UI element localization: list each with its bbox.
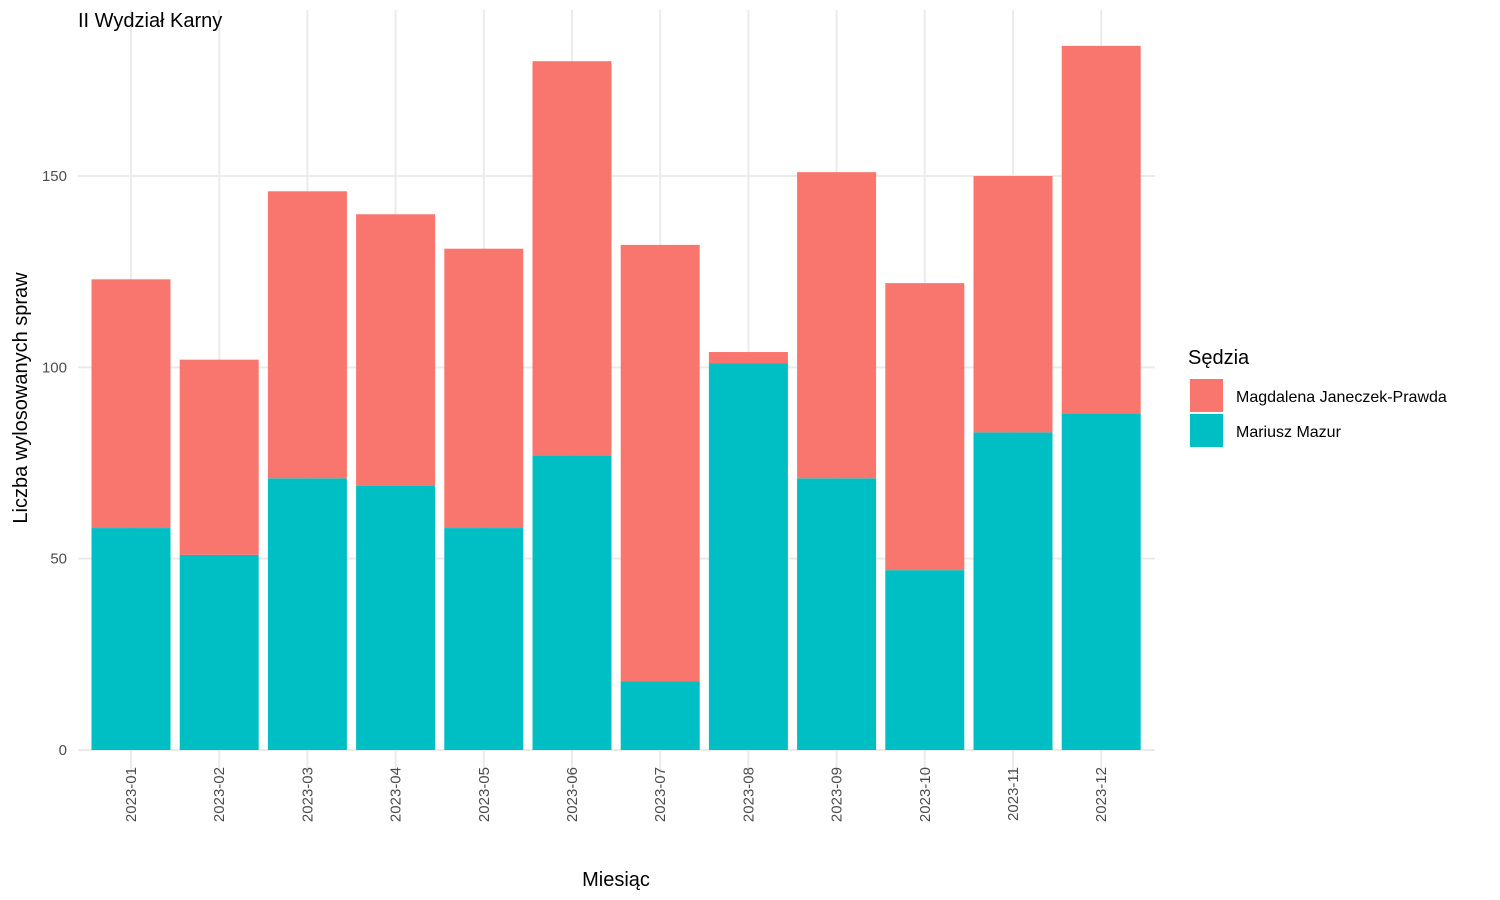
bar-segment-magdalena-janeczek-prawda bbox=[179, 359, 259, 555]
x-tick-label: 2023-05 bbox=[476, 767, 493, 822]
bar-segment-mariusz-mazur bbox=[620, 681, 700, 750]
legend-swatch bbox=[1190, 379, 1223, 412]
x-tick-label: 2023-06 bbox=[564, 767, 581, 822]
bar-segment-mariusz-mazur bbox=[708, 363, 788, 750]
x-tick-label: 2023-02 bbox=[211, 767, 228, 822]
legend-swatch bbox=[1190, 414, 1223, 447]
bar-segment-mariusz-mazur bbox=[973, 432, 1053, 750]
x-tick-label: 2023-09 bbox=[829, 767, 846, 822]
legend-label: Magdalena Janeczek-Prawda bbox=[1236, 389, 1447, 406]
bar-segment-mariusz-mazur bbox=[797, 478, 877, 750]
bar-segment-mariusz-mazur bbox=[1061, 413, 1141, 750]
y-axis-title: Liczba wylosowanych spraw bbox=[10, 272, 32, 524]
bars bbox=[91, 45, 1141, 750]
bar-segment-mariusz-mazur bbox=[356, 485, 436, 750]
bar-segment-magdalena-janeczek-prawda bbox=[885, 283, 965, 571]
bar-segment-magdalena-janeczek-prawda bbox=[1061, 45, 1141, 414]
y-tick-label: 0 bbox=[59, 742, 67, 759]
bar-segment-magdalena-janeczek-prawda bbox=[356, 214, 436, 486]
bar-segment-mariusz-mazur bbox=[267, 478, 347, 750]
legend-items: Magdalena Janeczek-Prawda Mariusz Mazur bbox=[1190, 379, 1447, 447]
legend: Sędzia Magdalena Janeczek-Prawda Mariusz … bbox=[1188, 347, 1447, 447]
bar-segment-magdalena-janeczek-prawda bbox=[267, 191, 347, 479]
bar-segment-magdalena-janeczek-prawda bbox=[973, 176, 1053, 433]
y-tick-label: 150 bbox=[42, 168, 67, 185]
bar-segment-mariusz-mazur bbox=[91, 528, 171, 750]
bar-segment-mariusz-mazur bbox=[444, 528, 524, 750]
bar-segment-magdalena-janeczek-prawda bbox=[91, 279, 171, 529]
x-axis-title: Miesiąc bbox=[582, 869, 650, 891]
x-tick-label: 2023-08 bbox=[740, 767, 757, 822]
x-tick-label: 2023-03 bbox=[299, 767, 316, 822]
bar-segment-magdalena-janeczek-prawda bbox=[797, 172, 877, 479]
y-tick-label: 100 bbox=[42, 359, 67, 376]
bar-segment-magdalena-janeczek-prawda bbox=[532, 61, 612, 456]
y-axis-ticks: 0 50 100 150 bbox=[42, 168, 67, 759]
x-tick-label: 2023-04 bbox=[388, 767, 405, 822]
x-tick-label: 2023-10 bbox=[917, 767, 934, 822]
legend-label: Mariusz Mazur bbox=[1236, 424, 1342, 441]
x-axis-ticks: 2023-01 2023-02 2023-03 2023-04 2023-05 2023-… bbox=[123, 767, 1110, 822]
bar-segment-magdalena-janeczek-prawda bbox=[708, 352, 788, 364]
bar-segment-mariusz-mazur bbox=[885, 570, 965, 750]
legend-title: Sędzia bbox=[1188, 347, 1250, 369]
chart-title: II Wydział Karny bbox=[78, 10, 222, 32]
bar-segment-mariusz-mazur bbox=[532, 455, 612, 750]
bar-segment-mariusz-mazur bbox=[179, 554, 259, 750]
x-tick-label: 2023-11 bbox=[1005, 767, 1022, 821]
bar-segment-magdalena-janeczek-prawda bbox=[620, 244, 700, 682]
x-tick-label: 2023-01 bbox=[123, 767, 140, 822]
bar-segment-magdalena-janeczek-prawda bbox=[444, 248, 524, 529]
x-tick-label: 2023-07 bbox=[652, 767, 669, 822]
y-tick-label: 50 bbox=[50, 551, 67, 568]
x-tick-label: 2023-12 bbox=[1093, 767, 1110, 822]
